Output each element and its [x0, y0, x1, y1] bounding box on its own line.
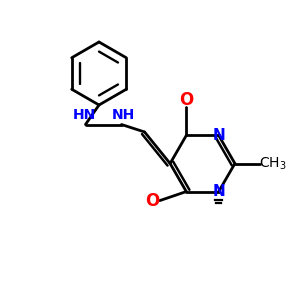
Text: O: O [145, 192, 160, 210]
Text: N: N [213, 184, 226, 199]
Text: N: N [213, 128, 226, 143]
Text: O: O [179, 91, 194, 109]
Text: NH: NH [111, 108, 135, 122]
Text: CH$_3$: CH$_3$ [259, 155, 287, 172]
Text: HN: HN [72, 108, 96, 122]
